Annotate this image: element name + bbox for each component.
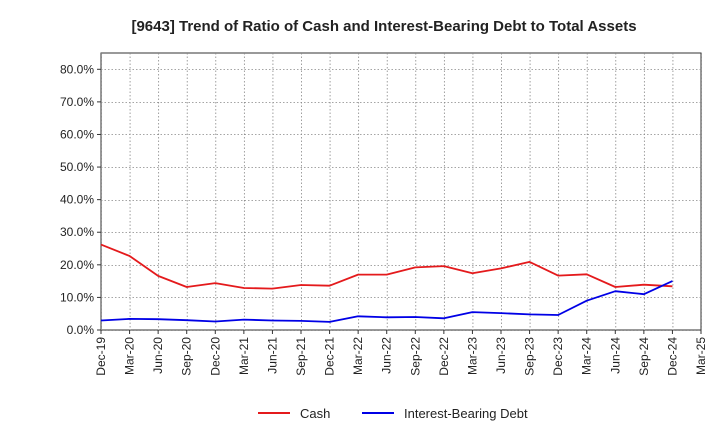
x-tick-label: Jun-20	[151, 337, 165, 374]
legend: Cash Interest-Bearing Debt	[258, 406, 528, 421]
x-tick-label: Sep-21	[294, 337, 308, 376]
plot-area	[100, 52, 702, 331]
chart-title: [9643] Trend of Ratio of Cash and Intere…	[131, 18, 636, 35]
legend-label: Cash	[300, 406, 330, 421]
y-tick-label: 60.0%	[60, 127, 94, 141]
legend-item: Cash	[258, 406, 330, 421]
x-tick-label: Dec-22	[437, 337, 451, 376]
plot-frame	[100, 52, 702, 331]
y-tick-label: 20.0%	[60, 258, 94, 272]
x-tick-label: Dec-23	[551, 337, 565, 376]
x-tick-label: Sep-24	[637, 337, 651, 376]
x-tick-label: Dec-21	[323, 337, 337, 376]
y-axis: 0.0% 10.0% 20.0% 30.0% 40.0% 50.0% 60.0% 70.0% 8…	[60, 62, 101, 337]
x-tick-label: Mar-20	[123, 337, 137, 375]
y-tick-label: 0.0%	[67, 323, 95, 337]
series-layer	[100, 243, 673, 323]
x-tick-label: Dec-20	[208, 337, 222, 376]
x-tick-label: Jun-24	[608, 337, 622, 374]
y-tick-label: 50.0%	[60, 160, 94, 174]
x-tick-label: Dec-24	[665, 337, 679, 376]
x-tick-label: Jun-21	[265, 337, 279, 374]
x-axis: Dec-19 Mar-20 Jun-20 Sep-20 Dec-20 Mar-21 Jun-…	[94, 330, 708, 376]
x-tick-label: Mar-23	[465, 337, 479, 375]
legend-item: Interest-Bearing Debt	[362, 406, 528, 421]
y-tick-label: 30.0%	[60, 225, 94, 239]
y-tick-label: 40.0%	[60, 193, 94, 207]
x-tick-label: Sep-20	[180, 337, 194, 376]
y-tick-label: 80.0%	[60, 62, 94, 76]
y-tick-label: 70.0%	[60, 95, 94, 109]
x-tick-label: Sep-22	[408, 337, 422, 376]
x-tick-label: Mar-21	[237, 337, 251, 375]
grid-lines	[101, 53, 702, 331]
series-line-0	[100, 243, 673, 290]
x-tick-label: Jun-23	[494, 337, 508, 374]
x-tick-label: Sep-23	[523, 337, 537, 376]
x-tick-label: Jun-22	[380, 337, 394, 374]
x-tick-label: Mar-22	[351, 337, 365, 375]
series-line-1	[100, 280, 673, 323]
x-tick-label: Dec-19	[94, 337, 108, 376]
x-tick-label: Mar-25	[694, 337, 708, 375]
x-tick-label: Mar-24	[580, 337, 594, 375]
y-tick-label: 10.0%	[60, 290, 94, 304]
legend-label: Interest-Bearing Debt	[404, 406, 528, 421]
